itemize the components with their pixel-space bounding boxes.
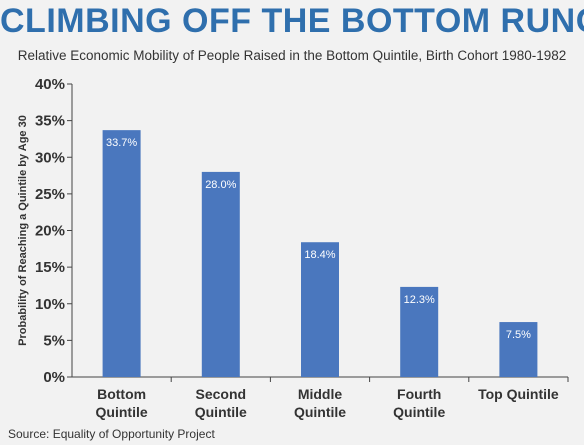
data-label: 12.3%	[404, 294, 435, 306]
chart-labels: 33.7% Bottom Quintile 28.0% Second Quintile 18…	[96, 137, 559, 420]
data-label: 18.4%	[304, 249, 335, 261]
bar	[499, 322, 538, 377]
data-label: 28.0%	[205, 179, 236, 191]
source-note: Source: Equality of Opportunity Project	[8, 427, 215, 441]
data-label: 33.7%	[106, 137, 137, 149]
category-label: Middle	[298, 386, 343, 402]
chart-axes: 0% 5% 10% 15% 20% 25% 30% 35% 40% Probability of …	[17, 76, 569, 386]
category-label: Quintile	[96, 404, 148, 420]
category-label: Quintile	[294, 404, 346, 420]
category-label: Fourth	[397, 386, 441, 402]
y-tick-label: 0%	[43, 369, 65, 386]
category-label: Quintile	[393, 404, 445, 420]
y-tick-label: 15%	[35, 259, 65, 276]
y-tick-label: 40%	[35, 76, 65, 93]
y-tick-label: 5%	[43, 332, 65, 349]
chart-title: CLIMBING OFF THE BOTTOM RUNG	[0, 2, 584, 40]
category-label: Second	[196, 386, 247, 402]
y-axis-label: Probability of Reaching a Quintile by Ag…	[17, 115, 29, 346]
bar	[102, 130, 141, 377]
chart-bars	[102, 130, 538, 377]
y-tick-label: 25%	[35, 186, 65, 203]
y-tick-label: 30%	[35, 149, 65, 166]
category-label: Top Quintile	[478, 386, 559, 402]
y-tick-label: 20%	[35, 223, 65, 240]
bar	[301, 242, 339, 377]
category-label: Quintile	[195, 404, 247, 420]
category-label: Bottom	[97, 386, 146, 402]
data-label: 7.5%	[506, 329, 531, 341]
y-tick-label: 35%	[35, 113, 65, 130]
y-tick-label: 10%	[35, 296, 65, 313]
bar	[201, 171, 240, 377]
chart-subtitle: Relative Economic Mobility of People Rai…	[17, 48, 567, 63]
bar	[400, 286, 439, 377]
